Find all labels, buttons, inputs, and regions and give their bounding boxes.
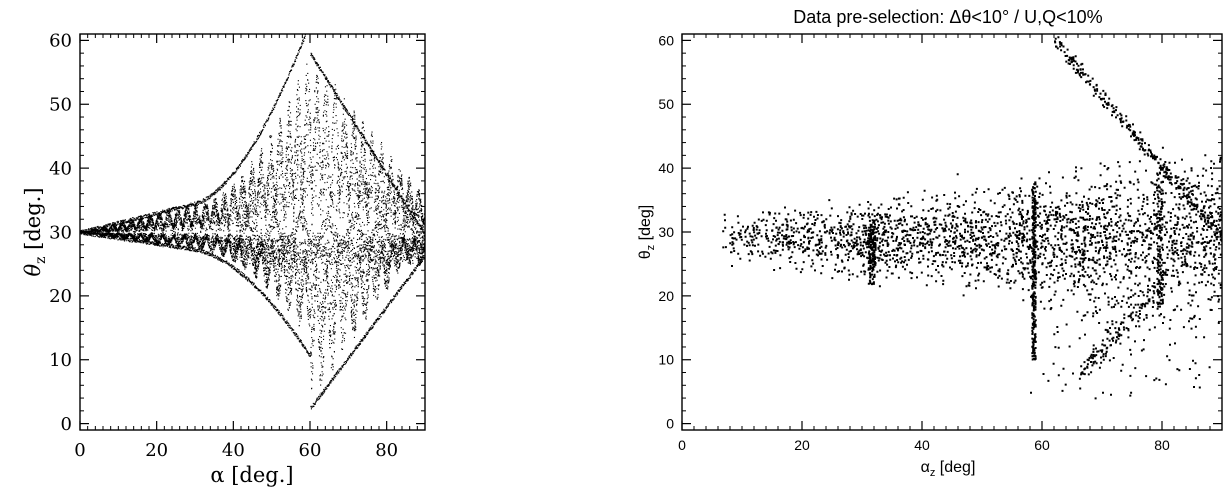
y-tick-label: 10 [658,352,674,368]
y-tick-label: 50 [49,95,72,116]
right-chart: Data pre-selection: Δθ<10° / U,Q<10% 0 20… [637,7,1223,479]
right-y-axis-label: θz [deg] [637,205,657,259]
y-tick-label: 60 [49,31,72,52]
left-chart: 0 20 40 60 80 0 10 20 30 40 50 60 α [deg.] θz [deg.… [21,31,426,487]
y-tick-label: 0 [666,416,674,432]
y-tick-label: 60 [658,32,674,48]
right-scatter-points [722,36,1222,400]
y-tick-label: 20 [658,288,674,304]
right-chart-title: Data pre-selection: Δθ<10° / U,Q<10% [793,7,1102,27]
x-tick-label: 80 [1154,437,1170,453]
left-x-axis-label: α [deg.] [210,463,293,487]
y-tick-label: 30 [658,224,674,240]
x-tick-label: 80 [375,440,398,461]
y-tick-label: 10 [49,350,72,371]
y-tick-label: 0 [61,414,72,435]
points-group [80,34,425,410]
left-scatter-points [80,34,425,410]
x-tick-label: 20 [145,440,168,461]
points-group [722,36,1222,400]
x-tick-label: 60 [299,440,322,461]
right-axis-ticks: 0 20 40 60 80 0 10 20 30 40 50 60 [658,32,1223,453]
x-tick-label: 0 [678,437,686,453]
x-tick-label: 0 [74,440,85,461]
y-tick-label: 20 [49,286,72,307]
y-tick-label: 30 [49,222,72,243]
x-tick-label: 40 [222,440,245,461]
y-tick-label: 40 [658,160,674,176]
x-tick-label: 60 [1034,437,1050,453]
x-tick-label: 20 [794,437,810,453]
y-tick-label: 50 [658,96,674,112]
left-plot-frame [79,33,426,431]
right-data-points [722,36,1222,400]
y-tick-label: 40 [49,158,72,179]
x-tick-label: 40 [914,437,930,453]
right-x-axis-label: αz [deg] [921,459,976,479]
left-data-points [80,34,425,410]
left-y-axis-label: θz [deg.] [21,187,49,276]
left-axis-ticks: 0 20 40 60 80 0 10 20 30 40 50 60 [49,31,426,461]
